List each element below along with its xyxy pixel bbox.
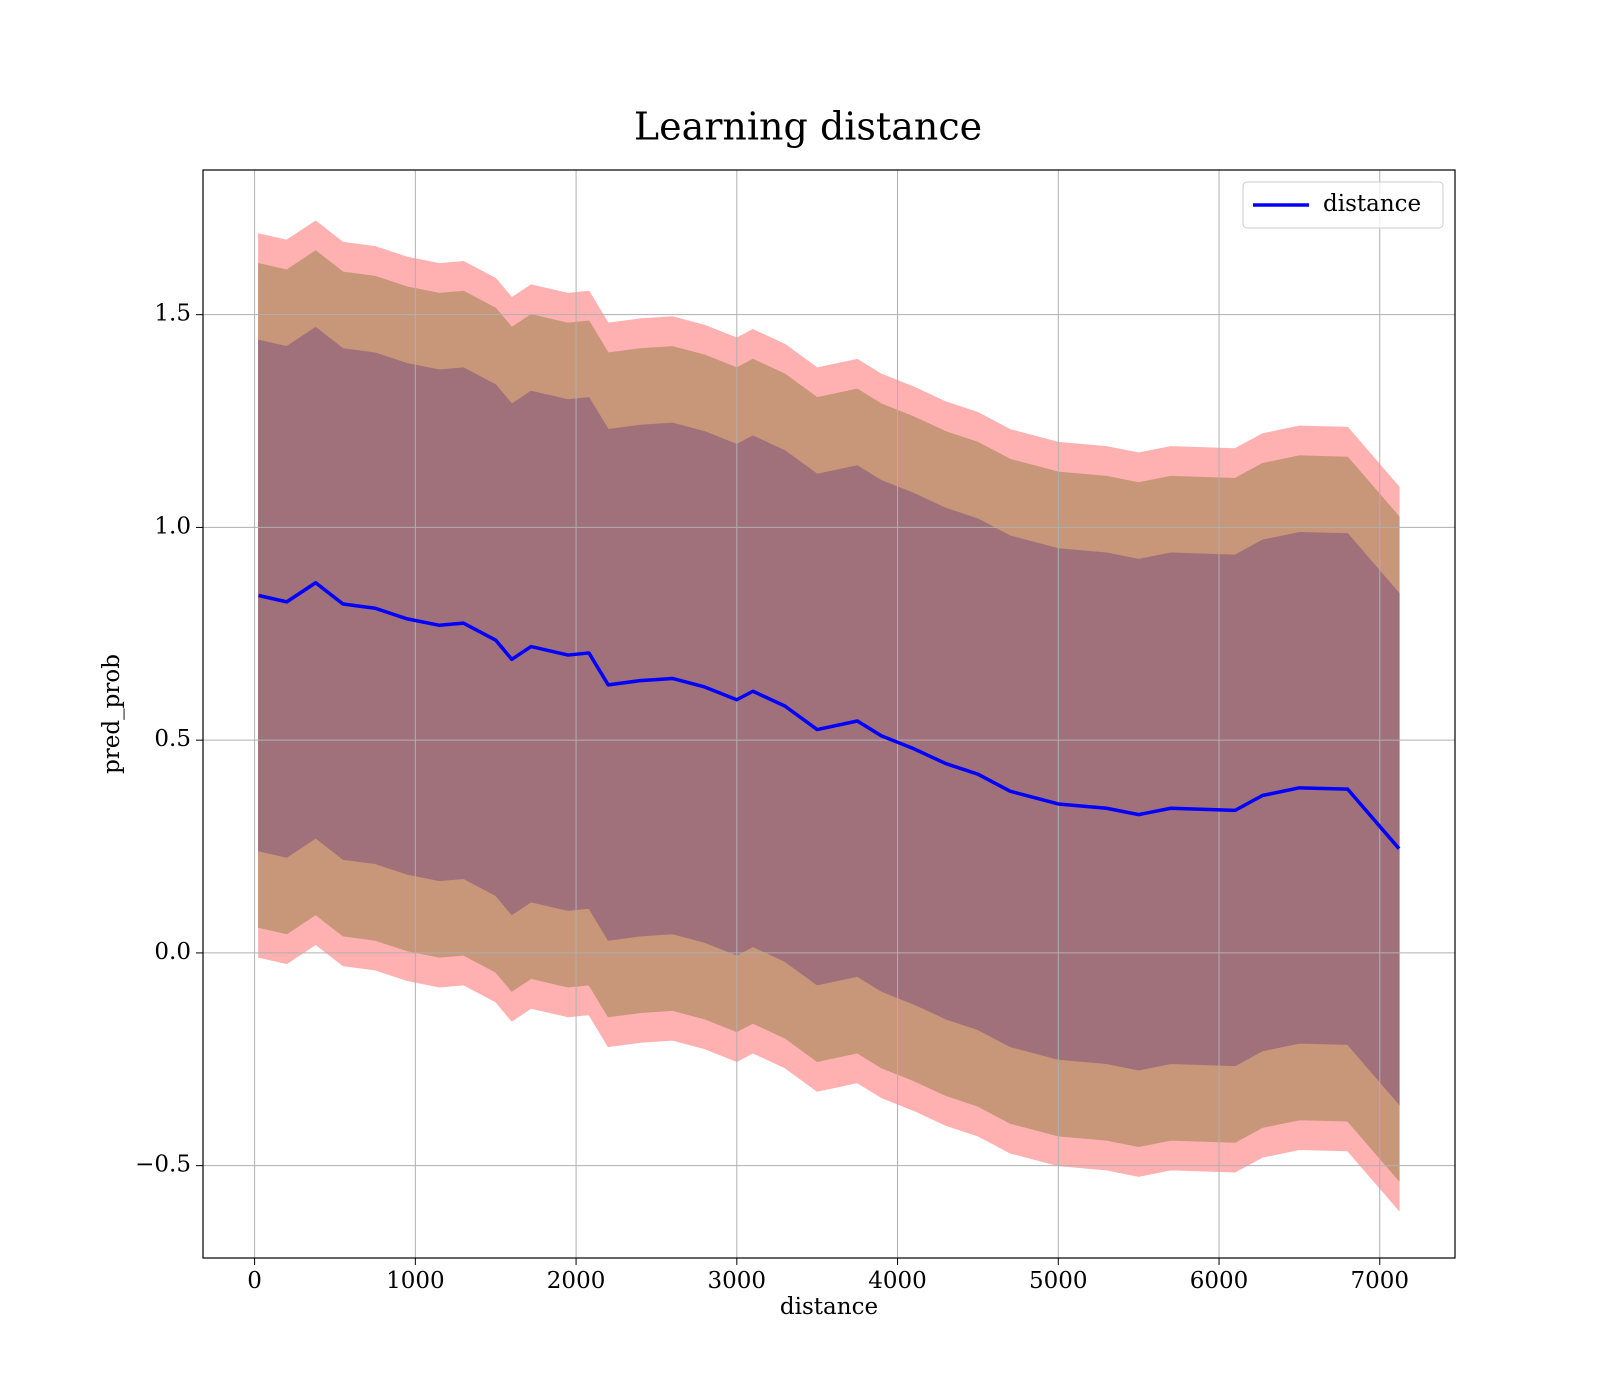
x-tick-label: 5000 xyxy=(1029,1268,1088,1294)
x-tick-label: 2000 xyxy=(547,1268,606,1294)
plot-frame xyxy=(202,169,1456,1259)
y-axis-label: pred_prob xyxy=(99,654,125,774)
legend-box xyxy=(1242,181,1444,229)
chart-title: Learning distance xyxy=(634,105,982,149)
band xyxy=(258,326,1400,1106)
y-tick-label: 1.0 xyxy=(154,513,191,539)
x-tick-label: 3000 xyxy=(708,1268,767,1294)
x-tick-label: 4000 xyxy=(868,1268,927,1294)
legend-label: distance xyxy=(1323,191,1421,217)
y-tick-label: −0.5 xyxy=(135,1152,191,1178)
y-tick-label: 0.5 xyxy=(154,726,191,752)
y-tick-label: 1.5 xyxy=(154,301,191,327)
x-tick-label: 6000 xyxy=(1190,1268,1249,1294)
x-tick-label: 7000 xyxy=(1351,1268,1410,1294)
x-tick-label: 0 xyxy=(247,1268,262,1294)
legend: distance xyxy=(1242,181,1444,229)
y-tick-label: 0.0 xyxy=(154,939,191,965)
x-tick-label: 1000 xyxy=(386,1268,445,1294)
x-axis-label: distance xyxy=(780,1294,878,1320)
line xyxy=(258,580,1401,850)
